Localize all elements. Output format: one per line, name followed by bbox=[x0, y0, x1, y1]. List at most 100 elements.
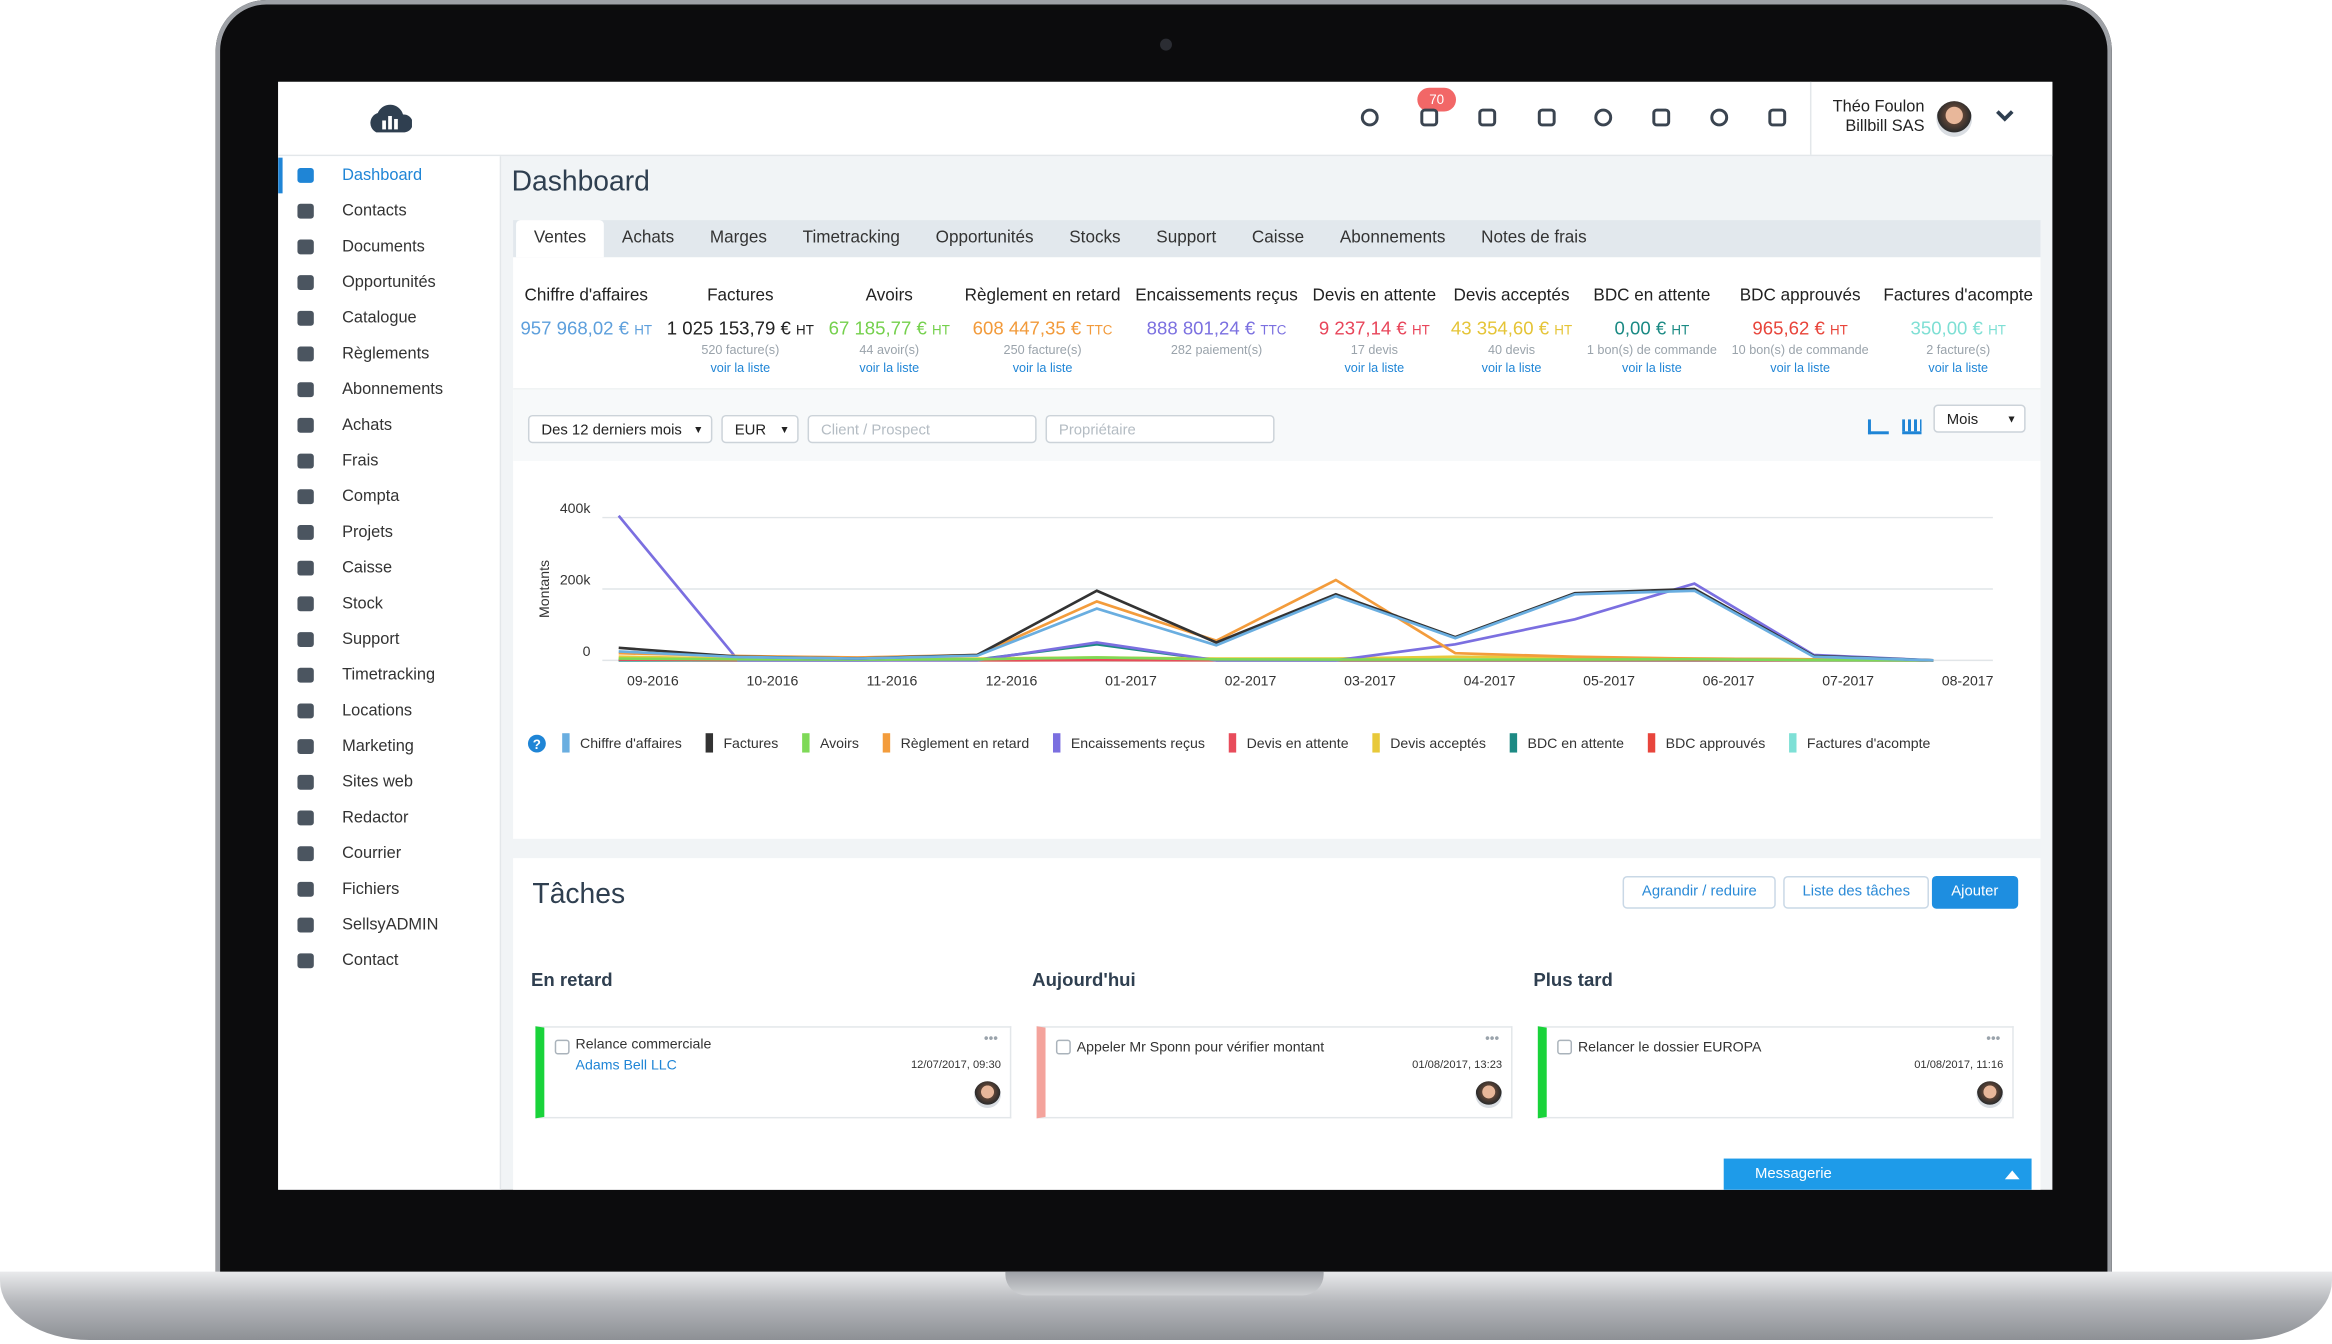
sidebar-label[interactable]: Locations bbox=[342, 701, 413, 720]
tab[interactable]: Notes de frais bbox=[1481, 229, 1587, 247]
sidebar-label[interactable]: Support bbox=[342, 630, 400, 649]
period-select-text[interactable]: Des 12 derniers mois bbox=[541, 422, 682, 439]
sidebar-item[interactable]: Caisse bbox=[278, 553, 500, 583]
task-menu[interactable]: ••• bbox=[1485, 1030, 1500, 1046]
sidebar-item[interactable]: Fichiers bbox=[278, 874, 500, 904]
task-menu[interactable]: ••• bbox=[983, 1030, 998, 1046]
kpi-link[interactable]: voir la liste bbox=[1344, 359, 1405, 375]
legend-label[interactable]: Factures d'acompte bbox=[1807, 735, 1931, 751]
kpi-link[interactable]: voir la liste bbox=[710, 359, 771, 375]
header-icon[interactable] bbox=[1594, 108, 1613, 127]
kpi-link[interactable]: voir la liste bbox=[1770, 359, 1831, 375]
task-text[interactable]: Appeler Mr Sponn pour vérifier montant bbox=[1076, 1039, 1325, 1056]
task-card[interactable]: Relance commerciale Adams Bell LLC ••• 12/0… bbox=[535, 1026, 1012, 1119]
task-menu[interactable]: ••• bbox=[1986, 1030, 2001, 1046]
legend-swatch[interactable] bbox=[705, 733, 714, 753]
line-chart-toggle[interactable] bbox=[1867, 419, 1889, 435]
currency-select-text[interactable]: EUR bbox=[734, 422, 767, 439]
legend-swatch[interactable] bbox=[1228, 733, 1237, 753]
legend-label[interactable]: Chiffre d'affaires bbox=[580, 735, 682, 751]
task-text[interactable]: Relancer le dossier EUROPA bbox=[1577, 1039, 1762, 1056]
owner-input-text[interactable]: Propriétaire bbox=[1058, 422, 1136, 439]
sidebar-label[interactable]: Caisse bbox=[342, 559, 393, 578]
owner-input[interactable]: Propriétaire bbox=[1045, 414, 1275, 444]
sidebar-item[interactable]: Dashboard bbox=[278, 157, 500, 194]
sidebar-item[interactable]: Frais bbox=[278, 446, 500, 476]
sidebar-label[interactable]: Timetracking bbox=[342, 666, 436, 685]
sidebar-item[interactable]: Courrier bbox=[278, 839, 500, 869]
sidebar-item[interactable]: Support bbox=[278, 625, 500, 655]
company-name[interactable]: Billbill SAS bbox=[1845, 117, 1925, 136]
sidebar-label[interactable]: Règlements bbox=[342, 345, 430, 363]
task-button[interactable]: Agrandir / reduire bbox=[1622, 875, 1777, 909]
granularity-select[interactable]: Mois ▼ bbox=[1933, 404, 2026, 433]
help-icon[interactable] bbox=[527, 734, 546, 753]
task-text[interactable]: Relance commerciale bbox=[575, 1036, 712, 1053]
task-checkbox[interactable] bbox=[1557, 1039, 1573, 1055]
sidebar-item[interactable]: Timetracking bbox=[278, 660, 500, 690]
header-icon[interactable] bbox=[1768, 108, 1787, 127]
granularity-text[interactable]: Mois bbox=[1946, 411, 1979, 429]
messenger-bar[interactable]: Messagerie bbox=[1723, 1158, 2032, 1190]
header-icon[interactable] bbox=[1360, 108, 1379, 127]
sidebar-item[interactable]: Règlements bbox=[278, 339, 500, 369]
tab[interactable]: Stocks bbox=[1069, 229, 1121, 247]
kpi-link[interactable]: voir la liste bbox=[859, 359, 920, 375]
task-button[interactable]: Ajouter bbox=[1931, 875, 2018, 909]
sidebar-label[interactable]: Documents bbox=[342, 237, 425, 256]
sidebar-item[interactable]: Redactor bbox=[278, 803, 500, 833]
sidebar-label[interactable]: SellsyADMIN bbox=[342, 916, 439, 934]
task-card[interactable]: Appeler Mr Sponn pour vérifier montant ••… bbox=[1036, 1026, 1513, 1119]
sidebar-item[interactable]: Sites web bbox=[278, 767, 500, 797]
sidebar-item[interactable]: Projets bbox=[278, 518, 500, 548]
task-checkbox[interactable] bbox=[1055, 1039, 1071, 1055]
sidebar-item[interactable]: Stock bbox=[278, 589, 500, 619]
sidebar-item[interactable]: Contacts bbox=[278, 196, 500, 226]
legend-swatch[interactable] bbox=[1789, 733, 1797, 753]
tab[interactable]: Timetracking bbox=[802, 229, 900, 247]
tab[interactable]: Opportunités bbox=[935, 229, 1034, 247]
kpi-link[interactable]: voir la liste bbox=[1622, 359, 1682, 375]
sidebar-label[interactable]: Dashboard bbox=[342, 166, 423, 185]
sidebar-label[interactable]: Contacts bbox=[342, 202, 407, 221]
client-input-text[interactable]: Client / Prospect bbox=[820, 422, 931, 439]
sidebar-label[interactable]: Frais bbox=[342, 452, 379, 470]
sidebar-item[interactable]: Locations bbox=[278, 696, 500, 726]
sidebar-item[interactable]: Contact bbox=[278, 946, 500, 976]
task-button[interactable]: Liste des tâches bbox=[1783, 875, 1930, 909]
client-input[interactable]: Client / Prospect bbox=[807, 414, 1037, 444]
task-checkbox[interactable] bbox=[554, 1039, 570, 1055]
legend-swatch[interactable] bbox=[802, 733, 810, 753]
legend-label[interactable]: Règlement en retard bbox=[901, 735, 1030, 751]
kpi-link[interactable]: voir la liste bbox=[1481, 359, 1542, 375]
messenger-label[interactable]: Messagerie bbox=[1754, 1165, 1832, 1183]
period-select[interactable]: Des 12 derniers mois ▼ bbox=[527, 414, 713, 444]
sidebar-label[interactable]: Abonnements bbox=[342, 380, 444, 399]
sidebar-label[interactable]: Achats bbox=[342, 416, 393, 435]
logo[interactable] bbox=[367, 100, 412, 136]
tab[interactable]: Achats bbox=[621, 229, 675, 247]
header-icon[interactable] bbox=[1710, 108, 1729, 127]
legend-label[interactable]: Factures bbox=[723, 735, 778, 751]
sidebar-label[interactable]: Fichiers bbox=[342, 880, 400, 899]
sidebar-item[interactable]: Opportunités bbox=[278, 268, 500, 298]
sidebar-label[interactable]: Stock bbox=[342, 594, 383, 613]
tab[interactable]: Marges bbox=[709, 229, 767, 247]
sidebar-item[interactable]: Abonnements bbox=[278, 375, 500, 405]
sidebar-item[interactable]: Documents bbox=[278, 232, 500, 262]
legend-swatch[interactable] bbox=[882, 733, 891, 753]
header-icon[interactable] bbox=[1652, 108, 1671, 127]
avatar[interactable] bbox=[1936, 101, 1973, 137]
header-icon[interactable] bbox=[1478, 108, 1497, 127]
legend-label[interactable]: BDC approuvés bbox=[1666, 735, 1766, 751]
user-menu-chevron[interactable] bbox=[1994, 109, 2015, 124]
user-name[interactable]: Théo Foulon bbox=[1832, 98, 1925, 117]
sidebar-label[interactable]: Compta bbox=[342, 487, 400, 506]
legend-label[interactable]: Devis en attente bbox=[1247, 735, 1349, 751]
legend-swatch[interactable] bbox=[1647, 733, 1656, 753]
legend-swatch[interactable] bbox=[562, 733, 570, 753]
sidebar-label[interactable]: Marketing bbox=[342, 737, 414, 756]
tab[interactable]: Ventes bbox=[516, 220, 605, 258]
sidebar-item[interactable]: Marketing bbox=[278, 732, 500, 762]
legend-label[interactable]: BDC en attente bbox=[1528, 735, 1625, 751]
